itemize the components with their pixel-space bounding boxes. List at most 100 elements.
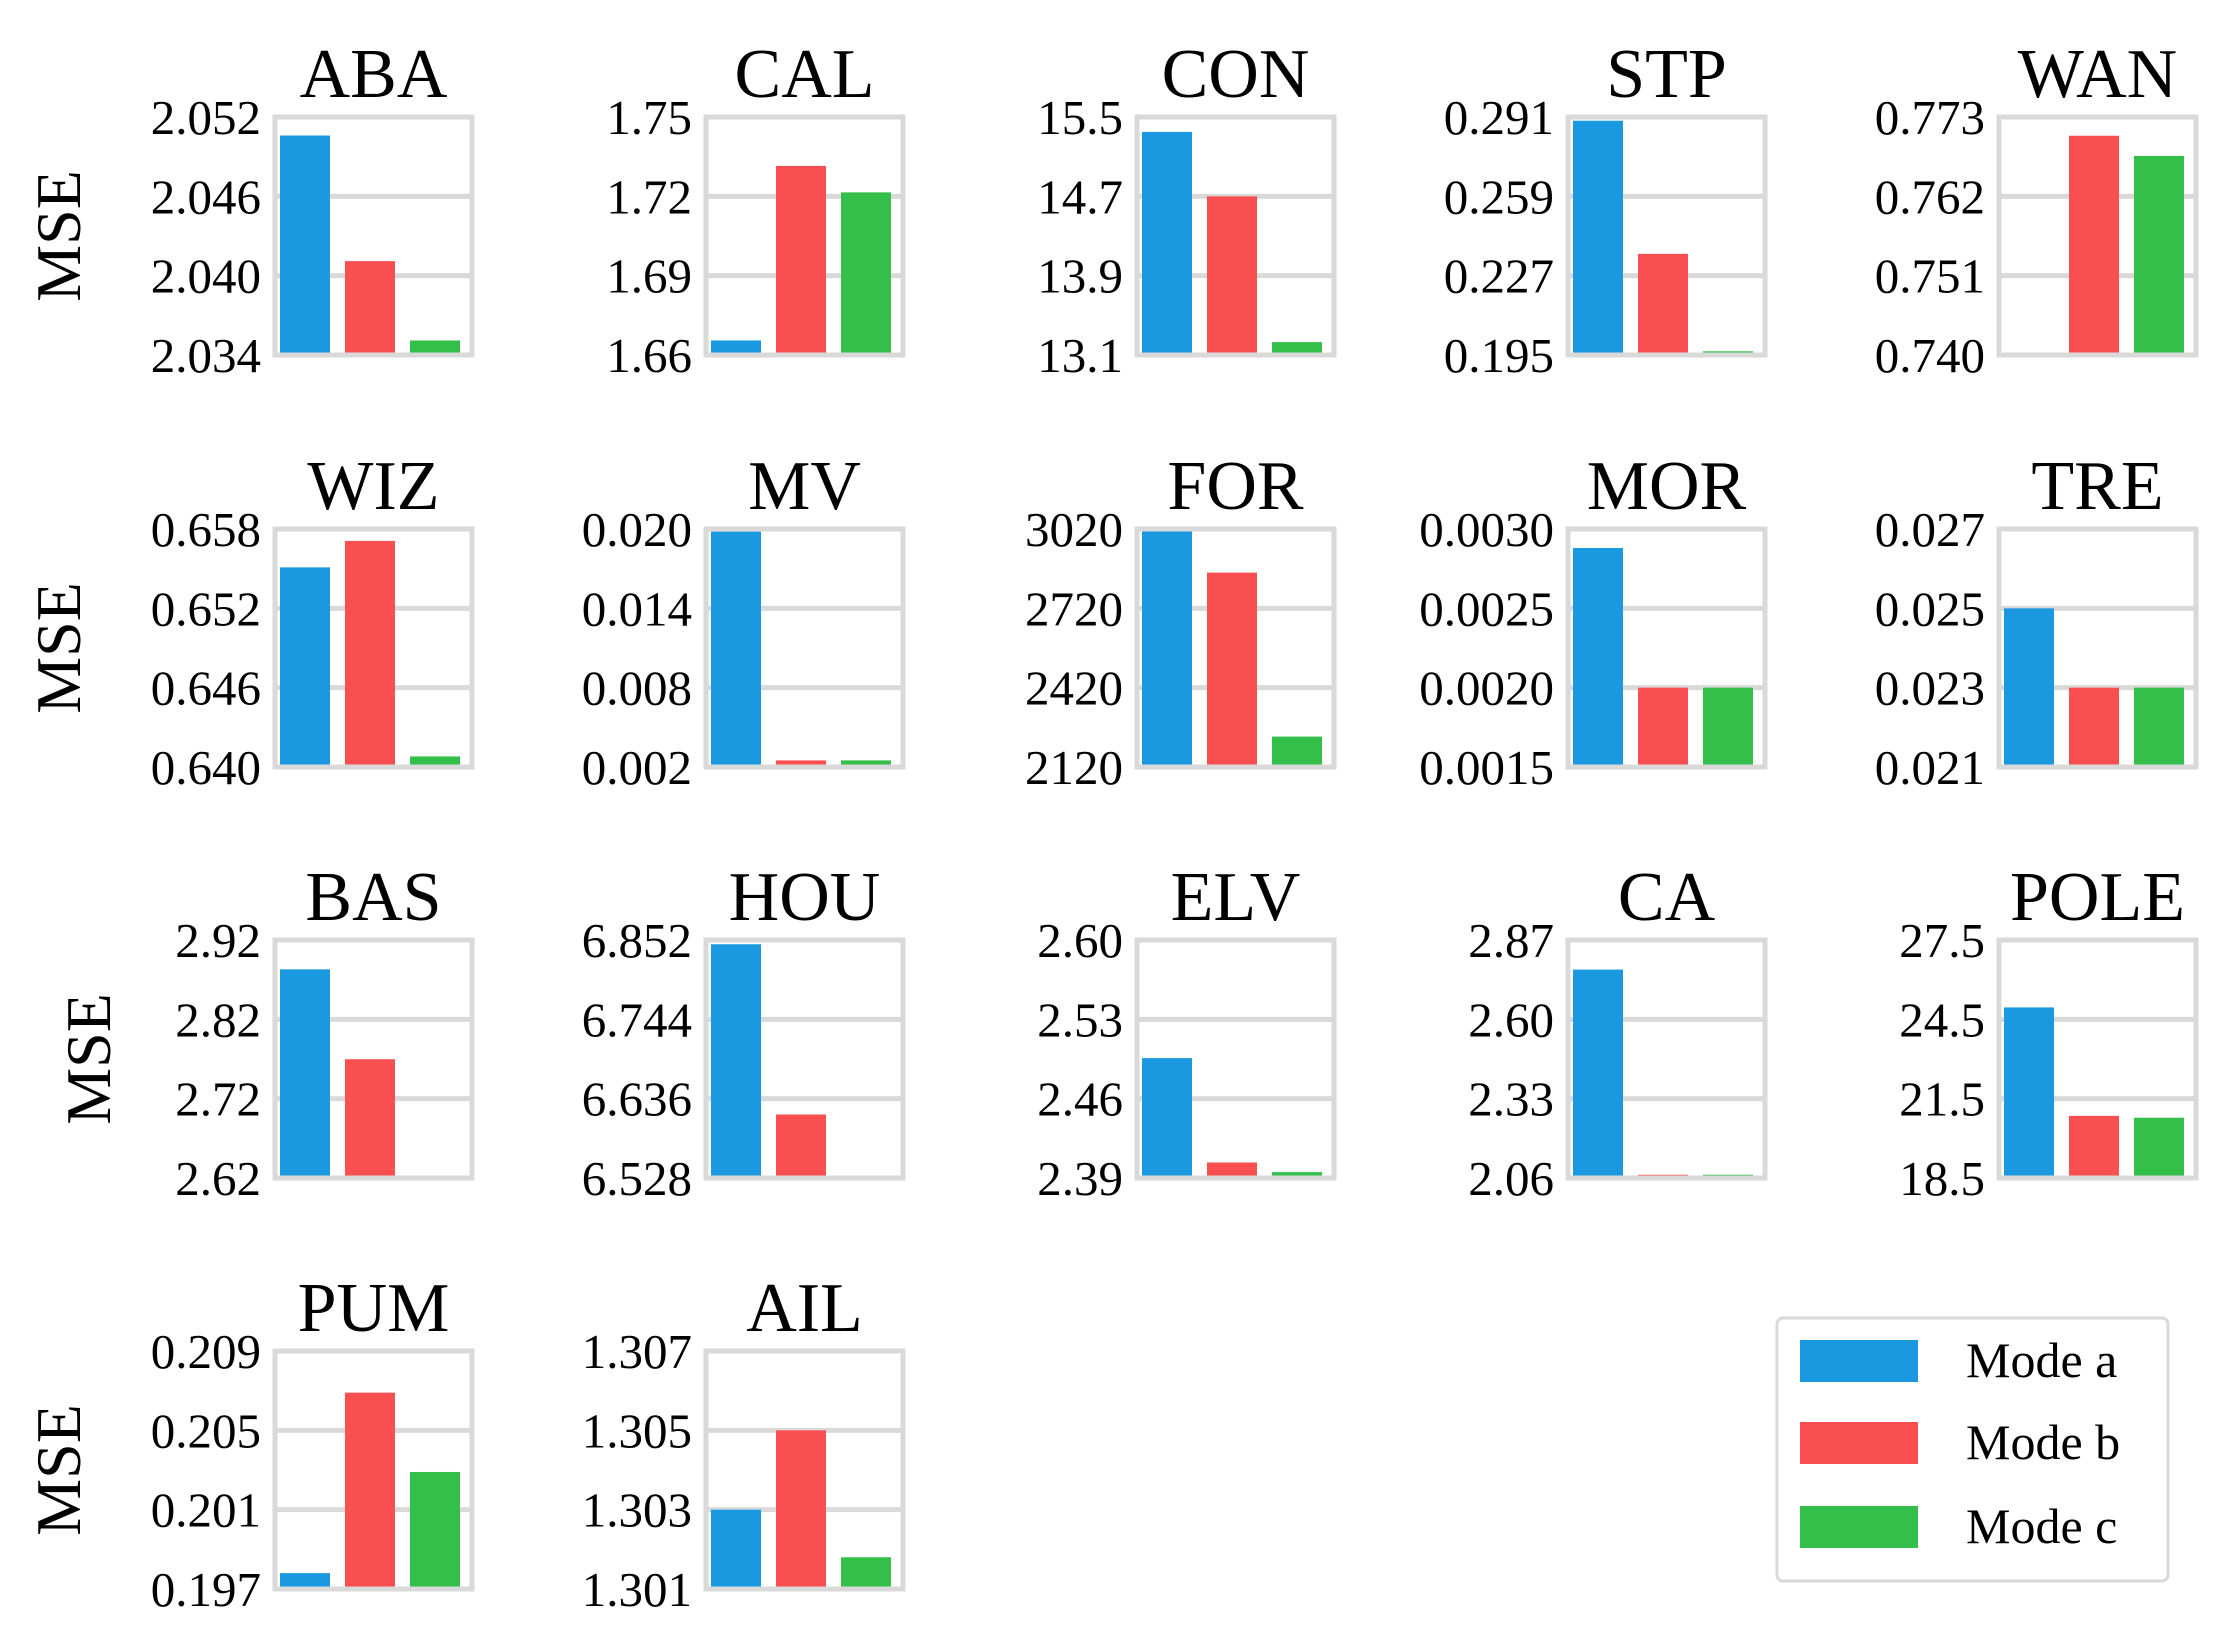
tick-label: 0.646 <box>151 661 261 716</box>
bar-wan-mode-b <box>2069 135 2119 355</box>
bar-cal-mode-a <box>711 340 761 355</box>
tick-label: 2.60 <box>1037 913 1123 968</box>
tick-label: 0.0020 <box>1419 661 1554 716</box>
panel-elv: ELV 2.39 2.46 2.53 2.60 <box>1037 859 1337 1206</box>
tick-label: 2.62 <box>175 1151 261 1206</box>
tick-label: 0.014 <box>582 581 692 636</box>
legend-swatch-mode-c <box>1800 1506 1918 1548</box>
tick-label: 0.021 <box>1875 740 1985 795</box>
tick-label: 0.027 <box>1875 502 1985 557</box>
plot-frame <box>1565 114 1768 358</box>
chart-title-stp: STP <box>1606 36 1727 113</box>
bar-con-mode-b <box>1207 196 1257 355</box>
plot-frame <box>1996 114 2199 358</box>
tick-label: 0.205 <box>151 1403 261 1458</box>
plot-frame <box>1565 526 1768 770</box>
tick-label: 2.82 <box>175 992 261 1047</box>
panel-pole: POLE 18.5 21.5 24.5 27.5 <box>1899 859 2199 1206</box>
bar-mor-mode-a <box>1573 548 1623 767</box>
chart-title-hou: HOU <box>729 859 881 936</box>
panel-tre: TRE 0.021 0.023 0.025 0.027 <box>1875 448 2199 795</box>
bar-pum-mode-c <box>410 1471 460 1589</box>
legend-label-mode-c: Mode c <box>1966 1498 2117 1554</box>
tick-label: 2.39 <box>1037 1151 1123 1206</box>
tick-label: 0.740 <box>1875 328 1985 383</box>
bar-stp-mode-b <box>1638 253 1688 355</box>
plot-frame <box>272 114 475 358</box>
tick-label: 0.227 <box>1444 249 1554 304</box>
tick-label: 6.744 <box>582 992 692 1047</box>
tick-label: 6.636 <box>582 1072 692 1127</box>
bar-mv-mode-b <box>776 760 826 767</box>
tick-label: 6.528 <box>582 1151 692 1206</box>
tick-label: 2.06 <box>1468 1151 1554 1206</box>
bar-bas-mode-b <box>345 1059 395 1178</box>
bar-pole-mode-c <box>2134 1117 2184 1178</box>
tick-label: 0.195 <box>1444 328 1554 383</box>
panel-bas: BAS 2.62 2.72 2.82 2.92 MSE <box>53 859 475 1206</box>
tick-label: 15.5 <box>1037 90 1123 145</box>
legend-swatch-mode-b <box>1800 1422 1918 1464</box>
tick-label: 2.046 <box>151 169 261 224</box>
bar-pole-mode-a <box>2004 1007 2054 1178</box>
chart-title-wiz: WIZ <box>307 448 439 525</box>
chart-title-wan: WAN <box>2018 36 2177 113</box>
bar-for-mode-c <box>1272 736 1322 767</box>
bar-con-mode-c <box>1272 342 1322 355</box>
tick-label: 2.040 <box>151 249 261 304</box>
chart-title-con: CON <box>1162 36 1310 113</box>
bar-aba-mode-a <box>280 135 330 355</box>
tick-label: 2.92 <box>175 913 261 968</box>
bar-ca-mode-a <box>1573 969 1623 1178</box>
tick-label: 2.72 <box>175 1072 261 1127</box>
bar-elv-mode-b <box>1207 1162 1257 1178</box>
bar-tre-mode-a <box>2004 608 2054 767</box>
bar-pum-mode-b <box>345 1392 395 1589</box>
bar-cal-mode-c <box>841 192 891 355</box>
bar-mor-mode-c <box>1703 687 1753 767</box>
bar-wiz-mode-b <box>345 540 395 767</box>
panels: ABA 2.034 2.040 2.046 2.052 MSE CAL 1.66 1.69 1.7… <box>23 36 2199 1617</box>
tick-label: 0.259 <box>1444 169 1554 224</box>
tick-label: 21.5 <box>1899 1072 1985 1127</box>
bar-aba-mode-c <box>410 340 460 355</box>
y-axis-label: MSE <box>23 582 94 714</box>
panel-ail: AIL 1.301 1.303 1.305 1.307 <box>582 1270 906 1617</box>
tick-label: 2.60 <box>1468 992 1554 1047</box>
plot-frame <box>703 526 906 770</box>
panel-cal: CAL 1.66 1.69 1.72 1.75 <box>606 36 906 383</box>
bar-mv-mode-a <box>711 531 761 767</box>
tick-label: 24.5 <box>1899 992 1985 1047</box>
chart-title-ca: CA <box>1618 859 1716 936</box>
chart-title-aba: ABA <box>300 36 448 113</box>
bar-elv-mode-c <box>1272 1172 1322 1178</box>
y-axis-label: MSE <box>53 993 124 1125</box>
tick-label: 0.751 <box>1875 249 1985 304</box>
tick-label: 2720 <box>1025 581 1123 636</box>
tick-label: 2.46 <box>1037 1072 1123 1127</box>
bar-wan-mode-c <box>2134 155 2184 355</box>
chart-title-cal: CAL <box>735 36 875 113</box>
plot-frame <box>1134 526 1337 770</box>
legend-label-mode-a: Mode a <box>1966 1332 2117 1388</box>
tick-label: 1.72 <box>606 169 692 224</box>
bar-hou-mode-a <box>711 944 761 1178</box>
bar-ail-mode-b <box>776 1430 826 1589</box>
tick-label: 2.034 <box>151 328 261 383</box>
plot-frame <box>1565 937 1768 1181</box>
legend-swatch-mode-a <box>1800 1340 1918 1382</box>
chart-title-bas: BAS <box>305 859 441 936</box>
bar-for-mode-a <box>1142 531 1192 767</box>
legend: Mode a Mode b Mode c <box>1775 1316 2170 1583</box>
tick-label: 0.023 <box>1875 661 1985 716</box>
plot-frame <box>703 1348 906 1592</box>
tick-label: 1.75 <box>606 90 692 145</box>
tick-label: 13.9 <box>1037 249 1123 304</box>
bar-pum-mode-a <box>280 1573 330 1589</box>
panel-ca: CA 2.06 2.33 2.60 2.87 <box>1468 859 1768 1206</box>
tick-label: 2420 <box>1025 661 1123 716</box>
panel-wiz: WIZ 0.640 0.646 0.652 0.658 MSE <box>23 448 475 795</box>
y-axis-label: MSE <box>23 1404 94 1536</box>
tick-label: 2.53 <box>1037 992 1123 1047</box>
